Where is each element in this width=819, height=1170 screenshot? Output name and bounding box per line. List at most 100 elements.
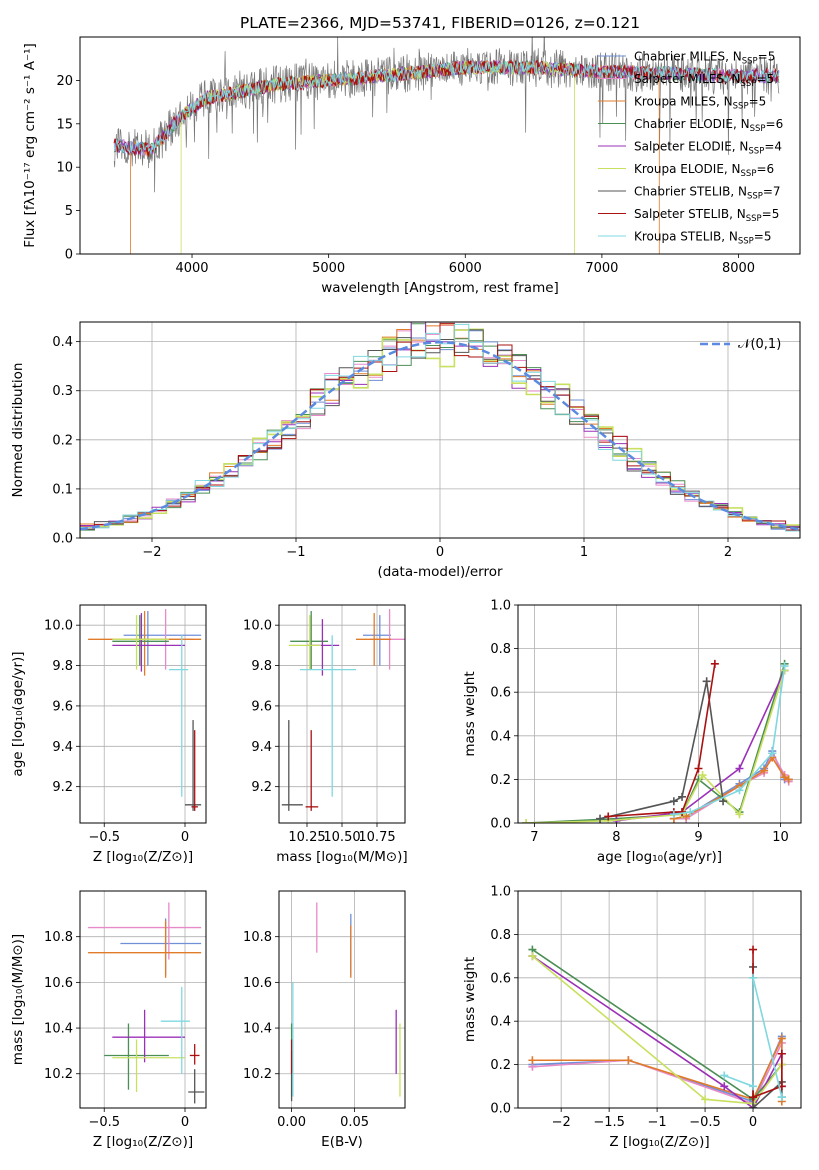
weight-line	[673, 749, 789, 820]
x-tick-label: 9	[694, 830, 702, 845]
y-tick-label: 10.4	[243, 1022, 272, 1037]
legend-subscript: SSP	[750, 124, 766, 134]
y-tick-label: 0.2	[490, 773, 511, 788]
axes-frame	[278, 890, 406, 1109]
plus-marker	[522, 819, 531, 823]
legend-subscript: SSP	[747, 192, 763, 202]
x-tick-label: −0.5	[88, 1115, 120, 1130]
y-tick-label: 1.0	[490, 885, 511, 900]
error-cross	[88, 902, 202, 960]
x-axis-label: Z [log₁₀(Z/Z⊙)]	[93, 849, 193, 865]
weight-line	[608, 663, 716, 818]
legend-entry: Chabrier MILES, NSSP=5	[634, 50, 775, 67]
plot-area-mass_vs_EBV	[290, 902, 401, 1102]
y-tick-label: 0.0	[52, 532, 73, 547]
y-tick-label: 10.8	[243, 930, 272, 945]
y-tick-label: 9.8	[52, 659, 73, 674]
error-cross	[363, 615, 391, 666]
y-tick-label: 0.2	[490, 1058, 511, 1073]
y-tick-label: 0.6	[490, 686, 511, 701]
plus-marker	[710, 659, 719, 668]
panel-age_vs_Z: −0.5 0 9.2 9.4 9.6 9.8 10.0 Z [log₁₀(Z/Z⊙)] age …	[10, 604, 207, 865]
y-tick-label: 0.4	[490, 1015, 511, 1030]
legend-value: =5	[754, 230, 772, 244]
y-tick-label: 10.0	[243, 619, 272, 634]
plus-marker	[694, 764, 703, 773]
x-axis-label: mass [log₁₀(M/M⊙)]	[276, 849, 407, 865]
axes-frame	[79, 604, 207, 824]
plus-marker	[528, 1056, 537, 1065]
error-cross	[168, 635, 189, 797]
plot-area-age_vs_mass	[281, 609, 405, 811]
plot-area-age_vs_Z	[88, 609, 202, 811]
y-tick-label: 0.4	[490, 729, 511, 744]
legend-value: =6	[766, 117, 784, 131]
plus-marker	[749, 973, 758, 982]
x-axis-label: Z [log₁₀(Z/Z⊙)]	[609, 1134, 709, 1150]
histogram-step	[80, 323, 800, 538]
y-axis-label: mass weight	[462, 671, 478, 756]
error-cross	[88, 920, 202, 978]
y-tick-label: 0.0	[490, 817, 511, 832]
error-cross	[112, 613, 185, 672]
error-cross	[189, 1044, 200, 1065]
plus-marker	[624, 1056, 633, 1065]
legend-entry: Salpeter ELODIE, NSSP=4	[634, 140, 782, 157]
plot-area-mass_vs_Z	[88, 902, 205, 1104]
figure-title: PLATE=2366, MJD=53741, FIBERID=0126, z=0…	[240, 14, 640, 32]
error-cross	[112, 1009, 185, 1063]
x-tick-label: 0	[749, 1115, 757, 1130]
plot-area-weight_vs_Z	[528, 945, 786, 1108]
y-tick-label: 9.2	[251, 780, 272, 795]
panel-weight_vs_age: 7 8 9 10 0.0 0.2 0.4 0.6 0.8 1.0 age [log₁₀(age/yr…	[462, 599, 802, 865]
plus-marker	[760, 766, 769, 775]
y-tick-label: 10.2	[44, 1067, 73, 1082]
error-cross	[191, 730, 198, 811]
error-cross	[160, 986, 190, 1074]
legend-entry: Kroupa STELIB, NSSP=5	[634, 230, 772, 247]
panel-weight_vs_Z: −2 −1.5 −1 −0.5 0 0.0 0.2 0.4 0.6 0.8 1.0 Z [log₁₀(…	[462, 885, 802, 1150]
plus-marker	[686, 808, 695, 817]
y-axis-label: mass [log₁₀(M/M⊙)]	[10, 934, 26, 1065]
error-cross	[188, 1069, 205, 1104]
y-tick-label: 0.1	[52, 482, 73, 497]
x-tick-label: 7	[530, 830, 538, 845]
plus-marker	[720, 1082, 729, 1091]
y-tick-label: 10.6	[243, 976, 272, 991]
legend-value: =4	[764, 140, 782, 154]
x-tick-label: 10.50	[323, 830, 360, 845]
x-tick-label: 0	[436, 545, 444, 560]
plus-marker	[749, 1082, 758, 1091]
error-cross	[356, 613, 391, 666]
y-tick-label: 0.8	[490, 928, 511, 943]
legend-value: =5	[756, 72, 774, 86]
y-tick-label: 0.8	[490, 642, 511, 657]
x-tick-label: 8	[612, 830, 620, 845]
x-tick-label: 0	[181, 830, 189, 845]
plus-marker	[749, 945, 758, 954]
y-tick-label: 10.8	[44, 930, 73, 945]
plus-marker	[749, 1104, 758, 1108]
legend-subscript: SSP	[733, 102, 749, 112]
x-tick-label: 0.05	[340, 1115, 369, 1130]
legend-value: =5	[749, 95, 767, 109]
x-tick-label: −1	[648, 1115, 667, 1130]
legend-entry: Chabrier ELODIE, NSSP=6	[634, 117, 783, 134]
x-tick-label: −2	[142, 545, 161, 560]
plus-marker	[777, 1049, 786, 1058]
x-tick-label: 10	[772, 830, 789, 845]
normal-reference-curve	[80, 340, 800, 531]
y-tick-label: 10.2	[243, 1067, 272, 1082]
legend-subscript: SSP	[746, 214, 762, 224]
plus-marker	[720, 1071, 729, 1080]
panel-spectrum: 4000 5000 6000 7000 8000 0 5 10 15 20 wavelength […	[22, 36, 801, 296]
plus-marker	[780, 773, 789, 782]
y-tick-label: 0.6	[490, 971, 511, 986]
plus-marker	[777, 1093, 786, 1102]
weight-line	[531, 955, 783, 1108]
axes-frame	[79, 36, 801, 255]
y-tick-label: 10.0	[44, 619, 73, 634]
x-axis-label: Z [log₁₀(Z/Z⊙)]	[93, 1134, 193, 1150]
